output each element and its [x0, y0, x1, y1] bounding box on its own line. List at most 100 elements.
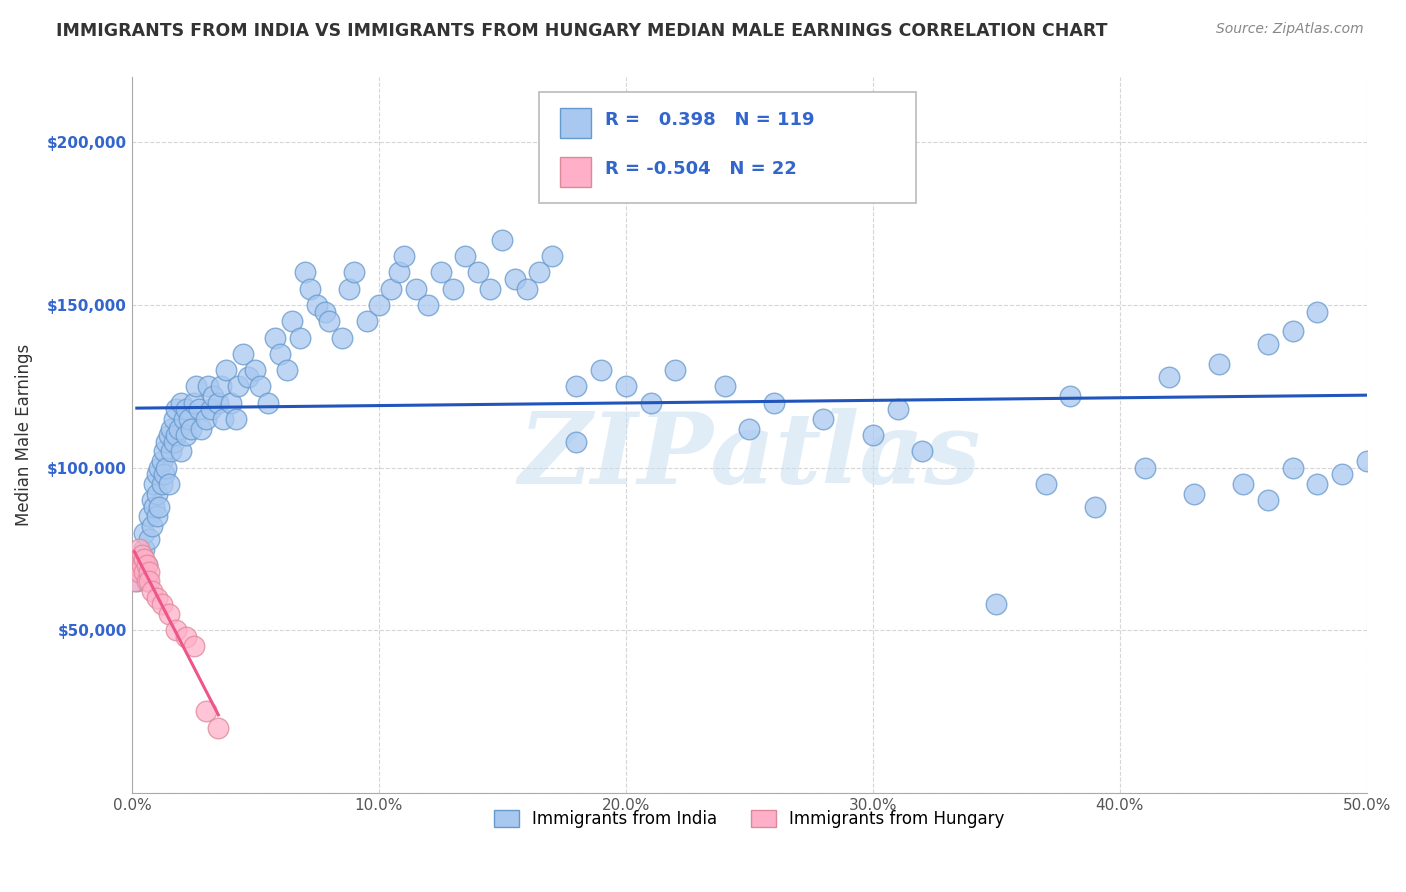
Point — [173, 411, 195, 425]
Point — [565, 434, 588, 449]
Point — [134, 551, 156, 566]
Point — [174, 630, 197, 644]
Point — [529, 265, 551, 279]
Point — [165, 623, 187, 637]
Point — [157, 607, 180, 621]
Point — [565, 379, 588, 393]
Point — [264, 330, 287, 344]
Point — [180, 421, 202, 435]
Point — [540, 249, 562, 263]
Point — [207, 721, 229, 735]
Point — [276, 363, 298, 377]
Point — [128, 551, 150, 566]
Point — [1208, 357, 1230, 371]
Point — [388, 265, 411, 279]
Point — [664, 363, 686, 377]
Point — [1084, 500, 1107, 514]
Point — [194, 705, 217, 719]
Point — [150, 476, 173, 491]
Point — [167, 421, 190, 435]
Point — [1133, 460, 1156, 475]
Point — [1232, 476, 1254, 491]
Text: Source: ZipAtlas.com: Source: ZipAtlas.com — [1216, 22, 1364, 37]
Point — [138, 509, 160, 524]
Point — [155, 460, 177, 475]
Point — [141, 584, 163, 599]
Point — [226, 379, 249, 393]
Point — [157, 476, 180, 491]
Point — [153, 467, 176, 481]
Point — [713, 379, 735, 393]
Point — [1035, 476, 1057, 491]
FancyBboxPatch shape — [561, 108, 592, 138]
Point — [986, 597, 1008, 611]
Point — [1159, 369, 1181, 384]
Point — [135, 574, 157, 589]
Point — [380, 282, 402, 296]
Point — [145, 467, 167, 481]
Point — [177, 411, 200, 425]
Point — [207, 395, 229, 409]
Point — [145, 591, 167, 605]
FancyBboxPatch shape — [540, 92, 917, 202]
Text: IMMIGRANTS FROM INDIA VS IMMIGRANTS FROM HUNGARY MEDIAN MALE EARNINGS CORRELATIO: IMMIGRANTS FROM INDIA VS IMMIGRANTS FROM… — [56, 22, 1108, 40]
Point — [330, 330, 353, 344]
Point — [614, 379, 637, 393]
Point — [1257, 493, 1279, 508]
Point — [148, 500, 170, 514]
Point — [145, 486, 167, 500]
Point — [128, 565, 150, 579]
Text: R =   0.398   N = 119: R = 0.398 N = 119 — [605, 112, 814, 129]
Point — [170, 395, 193, 409]
Point — [467, 265, 489, 279]
Point — [141, 493, 163, 508]
Point — [194, 411, 217, 425]
Point — [249, 379, 271, 393]
Point — [245, 363, 267, 377]
Legend: Immigrants from India, Immigrants from Hungary: Immigrants from India, Immigrants from H… — [488, 803, 1011, 834]
Point — [143, 476, 166, 491]
Point — [367, 298, 389, 312]
Point — [125, 574, 148, 589]
Point — [343, 265, 366, 279]
Point — [294, 265, 316, 279]
Point — [153, 444, 176, 458]
Point — [125, 551, 148, 566]
Point — [148, 460, 170, 475]
Point — [1257, 337, 1279, 351]
Point — [256, 395, 278, 409]
Point — [1306, 304, 1329, 318]
Point — [200, 402, 222, 417]
Point — [219, 395, 242, 409]
Point — [491, 233, 513, 247]
Point — [131, 565, 153, 579]
Point — [236, 369, 259, 384]
Point — [1182, 486, 1205, 500]
Point — [138, 532, 160, 546]
Point — [212, 411, 235, 425]
Point — [134, 525, 156, 540]
Point — [135, 558, 157, 573]
Point — [1331, 467, 1354, 481]
Point — [209, 379, 232, 393]
Point — [503, 272, 526, 286]
Point — [318, 314, 340, 328]
Point — [160, 444, 183, 458]
Point — [337, 282, 360, 296]
Point — [429, 265, 451, 279]
Point — [183, 640, 205, 654]
Point — [197, 379, 219, 393]
Point — [163, 434, 186, 449]
Point — [125, 558, 148, 573]
Y-axis label: Median Male Earnings: Median Male Earnings — [15, 344, 32, 526]
Point — [269, 347, 291, 361]
Text: R = -0.504   N = 22: R = -0.504 N = 22 — [605, 160, 797, 178]
Point — [862, 428, 884, 442]
Point — [314, 304, 336, 318]
Point — [392, 249, 415, 263]
Point — [134, 541, 156, 556]
Point — [479, 282, 502, 296]
Point — [281, 314, 304, 328]
Point — [215, 363, 238, 377]
Point — [134, 565, 156, 579]
